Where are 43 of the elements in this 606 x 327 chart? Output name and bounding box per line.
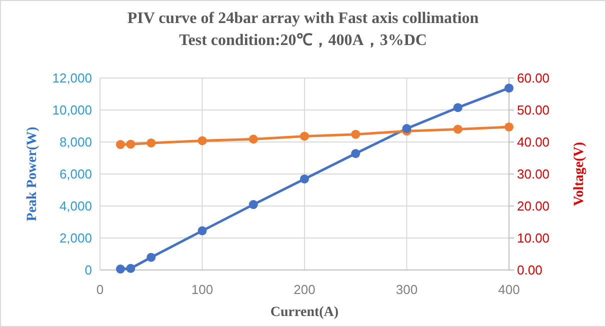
y-tick-label: 8,000: [59, 134, 92, 150]
point: [300, 174, 309, 184]
y-tick-label: 10,000: [52, 102, 92, 118]
chart-title: PIV curve of 24bar array with Fast axis collimation: [127, 10, 479, 27]
x-tick-label: 0: [96, 282, 104, 297]
point: [126, 264, 136, 273]
y2-axis-title: Voltage(V): [572, 142, 587, 206]
point: [453, 103, 462, 112]
point: [146, 138, 156, 148]
y-tick-label: 6,000: [59, 166, 92, 182]
y2-tick-label: 20.00: [517, 198, 550, 214]
y-tick-label: 12,000: [52, 70, 92, 86]
point: [116, 264, 125, 274]
point: [453, 124, 462, 134]
y-axis-title: Peak Power(W): [25, 126, 40, 222]
y2-tick-label: 60.00: [517, 70, 550, 86]
y2-tick-label: 0.00: [517, 262, 542, 278]
chart-subtitle: Test condition:20℃，400A，3%DC: [179, 32, 427, 49]
point: [402, 124, 412, 134]
point: [248, 134, 258, 144]
point: [146, 252, 156, 262]
point: [504, 84, 514, 93]
y2-tick-label: 50.00: [517, 102, 550, 118]
x-tick-label: 300: [396, 282, 418, 297]
x-axis-title: Current(A): [270, 305, 339, 320]
y2-tick-label: 40.00: [517, 134, 550, 150]
point: [116, 140, 125, 150]
point: [198, 136, 207, 146]
y-tick-label: 2,000: [59, 230, 92, 246]
y-tick-label: 4,000: [59, 198, 92, 214]
y2-tick-label: 30.00: [517, 166, 550, 182]
point: [300, 132, 309, 141]
point: [504, 122, 514, 132]
y2-tick-label: 10.00: [517, 230, 550, 246]
point: [248, 200, 258, 210]
point: [351, 149, 360, 158]
x-tick-label: 100: [191, 282, 214, 297]
x-tick-label: 200: [294, 282, 316, 297]
point: [351, 130, 360, 139]
y-tick-label: 0: [84, 262, 92, 278]
x-tick-label: 400: [498, 282, 520, 297]
point: [198, 226, 207, 236]
point: [126, 140, 136, 149]
